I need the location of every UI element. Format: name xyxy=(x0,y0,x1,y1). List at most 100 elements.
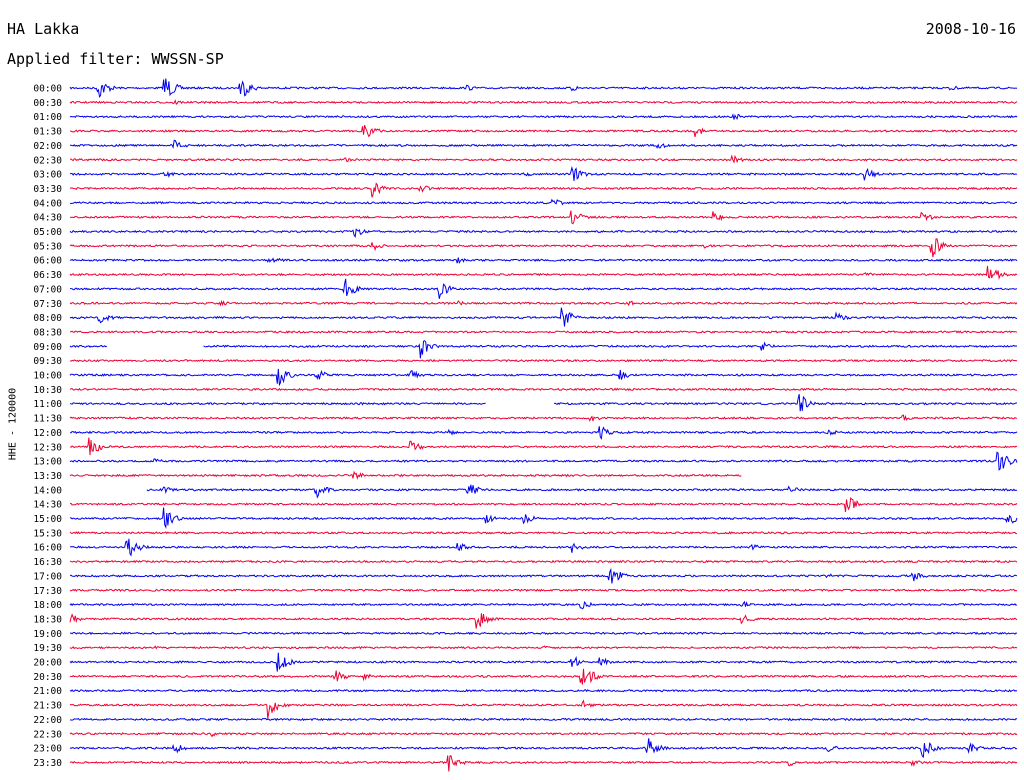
trace-row xyxy=(70,154,1018,164)
trace-row xyxy=(69,340,1018,359)
row-time-label: 04:30 xyxy=(33,213,62,224)
row-time-label: 01:00 xyxy=(33,112,62,123)
trace-row xyxy=(69,182,1018,198)
trace-row xyxy=(69,393,1018,412)
row-time-label: 22:30 xyxy=(33,729,62,740)
row-time-label: 18:30 xyxy=(33,614,62,625)
trace-row xyxy=(69,567,1018,584)
row-time-label: 16:00 xyxy=(33,543,62,554)
trace-row xyxy=(69,198,1018,206)
row-time-label: 19:00 xyxy=(33,629,62,640)
trace-row xyxy=(69,699,1018,719)
trace-row xyxy=(69,588,1018,593)
row-time-label: 00:00 xyxy=(33,84,62,95)
row-time-label: 20:00 xyxy=(33,658,62,669)
trace-row xyxy=(69,265,1018,280)
row-time-label: 11:30 xyxy=(33,414,62,425)
station-title: HA Lakka xyxy=(7,20,80,38)
row-time-label: 06:30 xyxy=(33,270,62,281)
row-time-label: 08:30 xyxy=(33,327,62,338)
row-time-label: 10:30 xyxy=(33,385,62,396)
trace-row xyxy=(69,228,1018,238)
row-time-label: 08:00 xyxy=(33,313,62,324)
date-label: 2008-10-16 xyxy=(925,20,1016,38)
trace-row xyxy=(70,257,1018,265)
row-time-label: 19:30 xyxy=(33,643,62,654)
trace-row xyxy=(70,631,1018,636)
trace-row xyxy=(69,165,1018,181)
row-time-label: 13:30 xyxy=(33,471,62,482)
trace-row xyxy=(70,426,1018,440)
trace-row xyxy=(69,125,1018,138)
trace-row xyxy=(69,113,1018,120)
row-time-label: 03:30 xyxy=(33,184,62,195)
trace-row xyxy=(69,652,1018,672)
row-time-label: 18:00 xyxy=(33,600,62,611)
row-time-label: 23:30 xyxy=(33,758,62,769)
trace-row xyxy=(69,538,1018,557)
trace-row xyxy=(146,484,1018,499)
row-time-label: 21:30 xyxy=(33,701,62,712)
row-time-label: 05:00 xyxy=(33,227,62,238)
row-time-label: 05:30 xyxy=(33,241,62,252)
row-time-label: 06:00 xyxy=(33,256,62,267)
trace-row xyxy=(69,668,1018,685)
row-time-label: 12:30 xyxy=(33,442,62,453)
trace-row xyxy=(69,717,1018,722)
row-time-label: 15:30 xyxy=(33,528,62,539)
row-time-label: 01:30 xyxy=(33,127,62,138)
trace-row xyxy=(69,387,1018,392)
trace-row xyxy=(69,358,1018,363)
row-time-label: 07:30 xyxy=(33,299,62,310)
row-time-label: 13:00 xyxy=(33,457,62,468)
trace-row xyxy=(69,531,1017,535)
row-time-label: 23:00 xyxy=(33,744,62,755)
row-time-label: 17:00 xyxy=(33,571,62,582)
row-time-label: 20:30 xyxy=(33,672,62,683)
trace-row xyxy=(69,451,1018,471)
trace-row xyxy=(69,210,1018,225)
trace-row xyxy=(69,278,1018,299)
row-time-label: 09:00 xyxy=(33,342,62,353)
row-time-label: 14:30 xyxy=(33,500,62,511)
row-time-label: 02:00 xyxy=(33,141,62,152)
trace-row xyxy=(69,330,1018,334)
trace-row xyxy=(70,139,1018,150)
row-time-label: 14:00 xyxy=(33,485,62,496)
row-time-label: 16:30 xyxy=(33,557,62,568)
trace-row xyxy=(70,507,1018,529)
trace-row xyxy=(69,299,1018,307)
row-time-label: 03:00 xyxy=(33,170,62,181)
row-time-label: 17:30 xyxy=(33,586,62,597)
row-time-label: 00:30 xyxy=(33,98,62,109)
row-time-label: 10:00 xyxy=(33,371,62,382)
trace-row xyxy=(69,732,1018,738)
row-time-label: 15:00 xyxy=(33,514,62,525)
trace-row xyxy=(69,307,1018,327)
trace-row xyxy=(69,755,1018,772)
trace-row xyxy=(69,497,1018,512)
row-time-label: 21:00 xyxy=(33,686,62,697)
trace-row xyxy=(69,613,1018,629)
trace-row xyxy=(69,645,1018,650)
trace-row xyxy=(69,368,1018,387)
trace-row xyxy=(69,738,1018,758)
trace-row xyxy=(69,414,1018,422)
filter-label: Applied filter: WWSSN-SP xyxy=(7,50,224,68)
row-time-label: 07:00 xyxy=(33,284,62,295)
trace-row xyxy=(69,559,1018,564)
row-time-label: 09:30 xyxy=(33,356,62,367)
trace-row xyxy=(69,470,742,480)
row-time-label: 12:00 xyxy=(33,428,62,439)
trace-row xyxy=(69,600,1018,610)
trace-row xyxy=(69,688,1018,693)
row-time-label: 11:00 xyxy=(33,399,62,410)
row-time-label: 04:00 xyxy=(33,198,62,209)
trace-row xyxy=(69,437,1018,456)
row-time-label: 02:30 xyxy=(33,155,62,166)
trace-row xyxy=(69,238,1018,258)
row-time-label: 22:00 xyxy=(33,715,62,726)
trace-row xyxy=(69,78,1018,98)
trace-row xyxy=(69,99,1018,105)
